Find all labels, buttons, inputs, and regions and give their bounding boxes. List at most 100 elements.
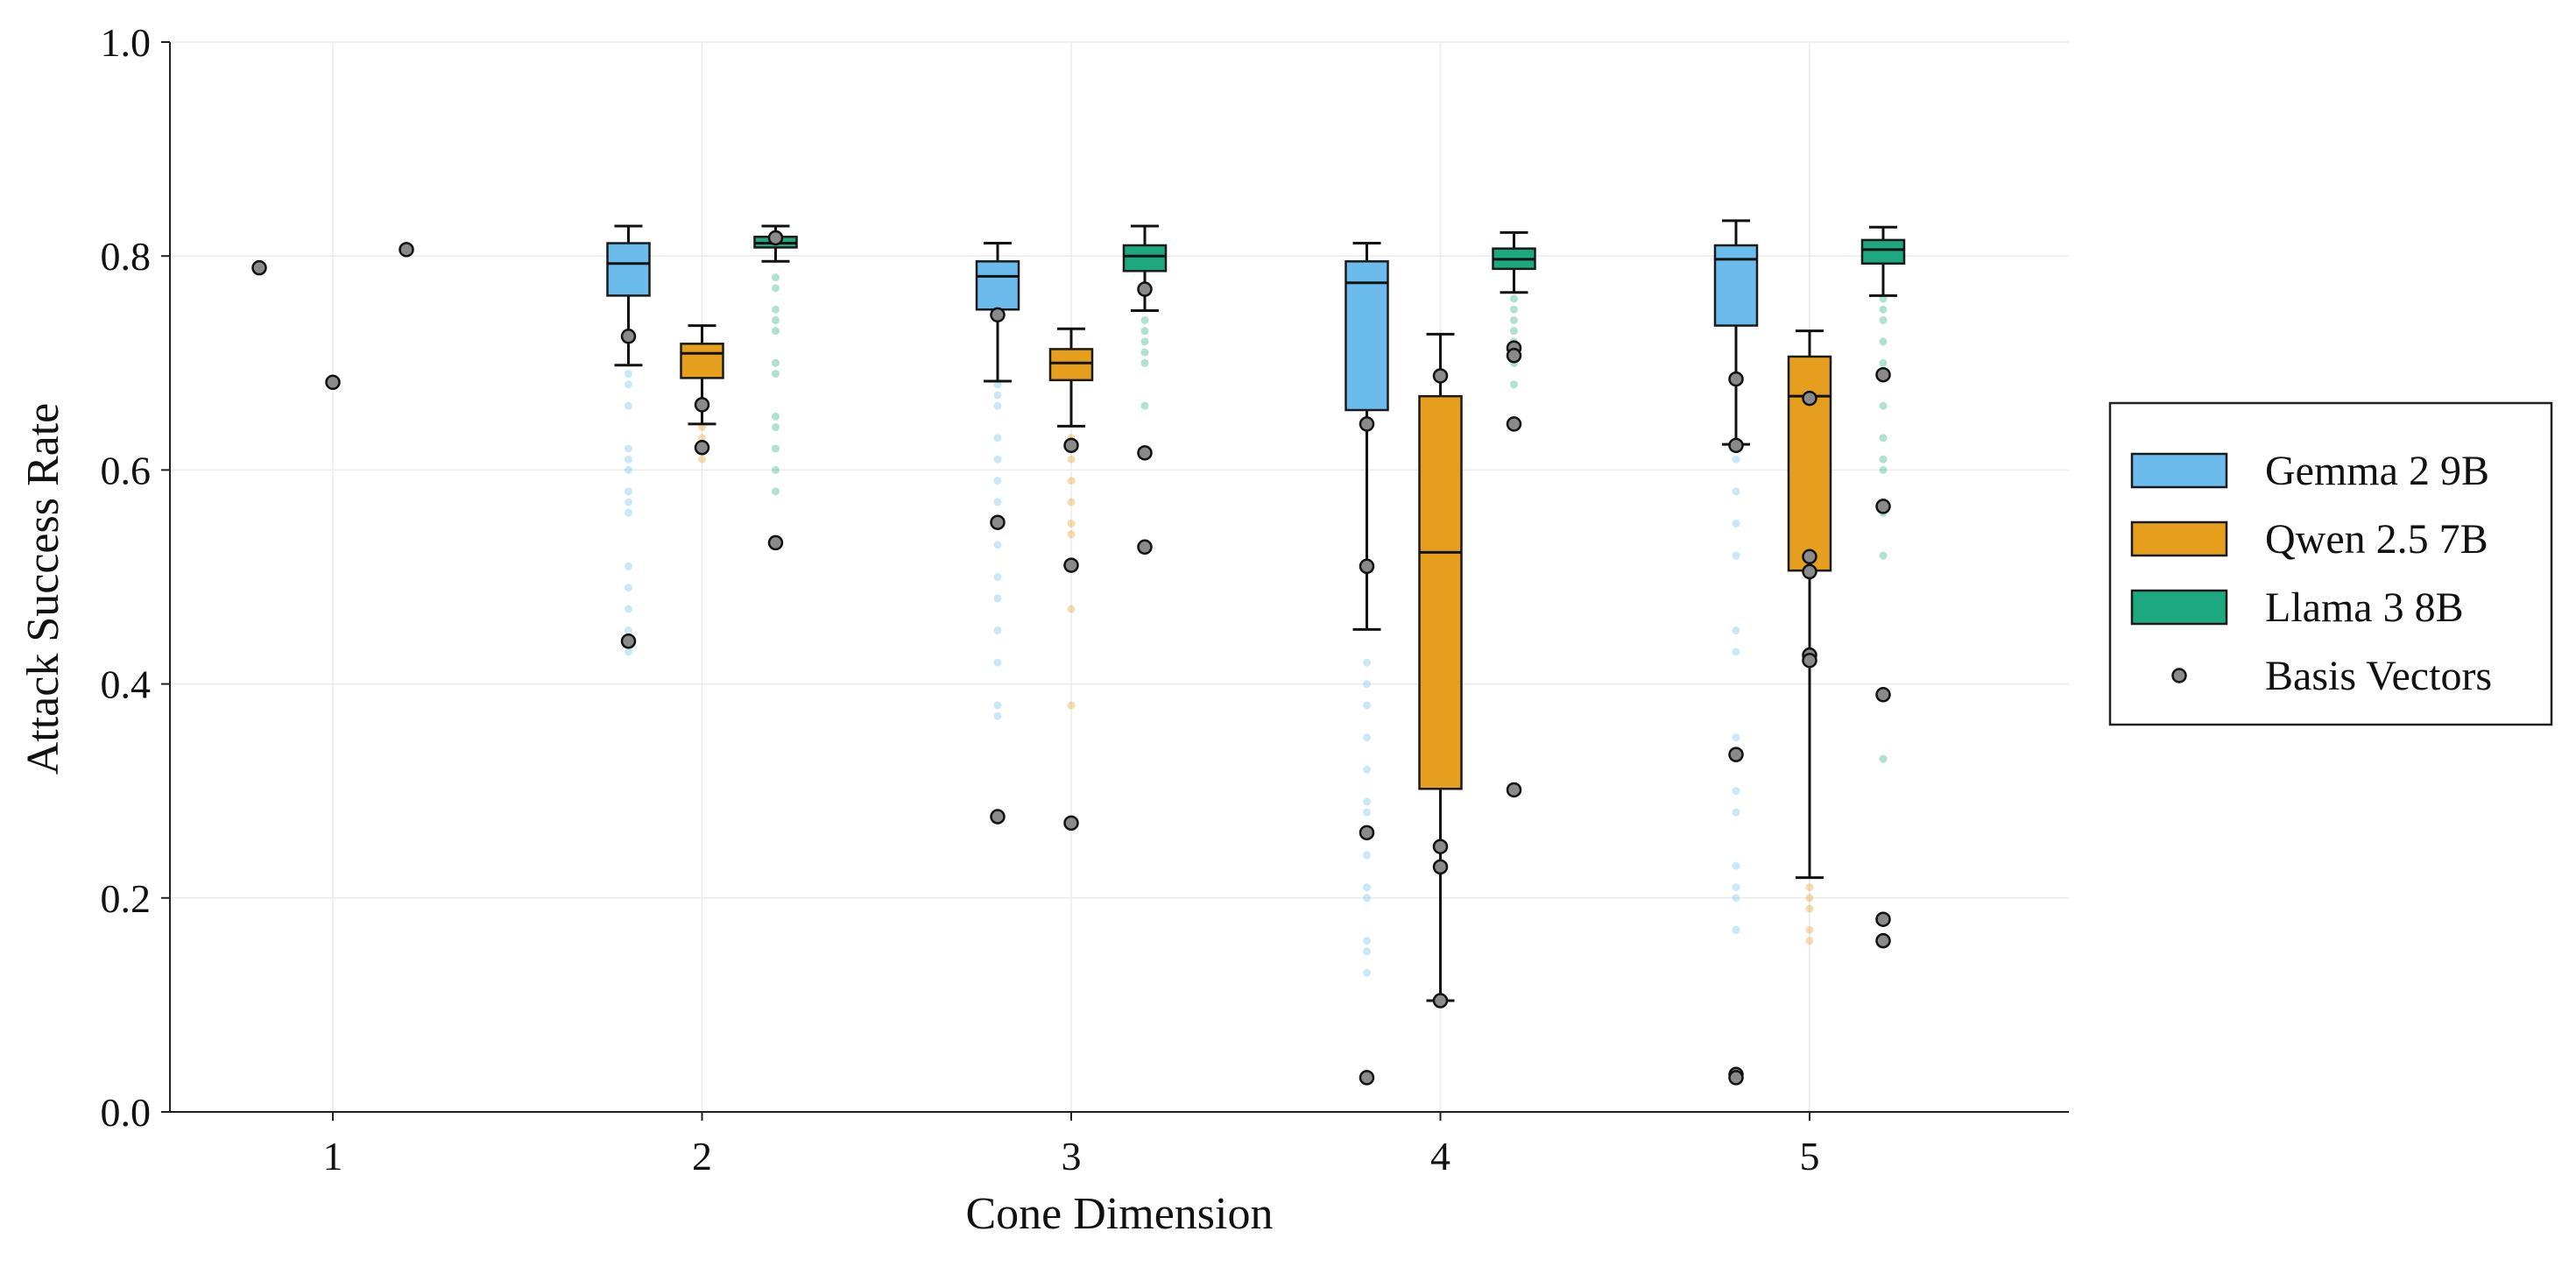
outlier-point xyxy=(1805,883,1814,892)
legend-swatch xyxy=(2130,589,2228,626)
basis-vector-point xyxy=(1359,416,1375,432)
outlier-point xyxy=(625,465,632,474)
outlier-point xyxy=(1363,733,1371,742)
outlier-point xyxy=(1879,551,1888,560)
outlier-point xyxy=(625,498,632,506)
basis-vector-point xyxy=(767,534,784,551)
outlier-point xyxy=(1510,294,1518,303)
outlier-point xyxy=(1363,680,1371,689)
outlier-point xyxy=(698,455,706,464)
legend-marker xyxy=(2171,668,2187,683)
basis-vector-point xyxy=(1359,1070,1375,1086)
outlier-point xyxy=(1805,937,1814,945)
outlier-point xyxy=(1067,477,1076,485)
box-iqr xyxy=(1418,394,1463,790)
outlier-point xyxy=(1805,925,1814,934)
outlier-point xyxy=(625,626,632,635)
outlier-point xyxy=(1510,315,1518,324)
tick-labels: 0.0 0.2 0.4 0.6 0.8 1.0 1 2 3 4 5 xyxy=(101,20,1820,1179)
outlier-point xyxy=(993,498,1002,506)
outlier-point xyxy=(1732,787,1740,796)
legend-label: Gemma 2 9B xyxy=(2265,448,2489,494)
basis-vector-point xyxy=(1875,499,1891,514)
basis-vector-point xyxy=(1506,348,1522,364)
legend-label: Qwen 2.5 7B xyxy=(2265,516,2488,563)
basis-vector-point xyxy=(1137,281,1153,297)
y-axis-title: Attack Success Rate xyxy=(18,403,68,775)
x-tick-label: 2 xyxy=(692,1134,712,1179)
basis-vector-point xyxy=(990,307,1006,323)
y-tick-label: 0.0 xyxy=(101,1090,152,1135)
basis-vector-point xyxy=(694,440,710,456)
outlier-point xyxy=(993,658,1002,667)
outlier-point xyxy=(993,434,1002,442)
outlier-point xyxy=(625,370,632,379)
outlier-point xyxy=(993,391,1002,400)
outlier-point xyxy=(772,273,780,282)
basis-vector-point xyxy=(1875,911,1891,927)
outlier-point xyxy=(625,455,632,464)
outlier-point xyxy=(1510,380,1518,389)
y-tick-label: 0.4 xyxy=(101,662,152,707)
outlier-point xyxy=(1879,401,1888,410)
outlier-point xyxy=(625,584,632,592)
outlier-point xyxy=(772,358,780,367)
outlier-point xyxy=(1732,861,1740,870)
box-iqr xyxy=(1860,238,1906,265)
outlier-point xyxy=(1067,498,1076,506)
basis-vector-point xyxy=(1875,366,1891,383)
legend: Gemma 2 9B Qwen 2.5 7B Llama 3 8B Basis Vec… xyxy=(2108,401,2553,726)
box-iqr xyxy=(1713,244,1759,327)
outlier-point xyxy=(993,711,1002,720)
basis-vector-point xyxy=(990,809,1006,825)
x-tick-label: 4 xyxy=(1430,1134,1450,1179)
y-tick-label: 0.8 xyxy=(101,234,152,279)
outlier-point xyxy=(1879,315,1888,324)
outlier-point xyxy=(1510,305,1518,314)
outlier-point xyxy=(1879,465,1888,474)
outlier-point xyxy=(1732,733,1740,742)
outlier-point xyxy=(625,508,632,517)
basis-vector-point xyxy=(251,259,267,276)
outlier-point xyxy=(772,487,780,496)
basis-vector-point xyxy=(1137,445,1153,461)
outlier-point xyxy=(1879,434,1888,442)
box-iqr xyxy=(606,242,651,297)
outlier-point xyxy=(993,455,1002,464)
basis-vector-point xyxy=(1875,932,1891,949)
outlier-point xyxy=(1732,519,1740,527)
outlier-point xyxy=(1363,883,1371,892)
basis-vector-point xyxy=(620,634,637,649)
outlier-point xyxy=(1732,883,1740,892)
outlier-point xyxy=(1363,947,1371,956)
outlier-point xyxy=(772,305,780,314)
basis-vector-point xyxy=(1063,557,1079,573)
x-tick-label: 5 xyxy=(1800,1134,1820,1179)
outlier-point xyxy=(625,648,632,656)
legend-label: Basis Vectors xyxy=(2265,653,2492,699)
outlier-point xyxy=(1879,305,1888,314)
outlier-point xyxy=(1067,701,1076,710)
outlier-point xyxy=(1732,894,1740,902)
outlier-point xyxy=(1140,327,1149,336)
basis-vector-point xyxy=(1359,558,1375,575)
outlier-point xyxy=(772,327,780,336)
legend-swatch xyxy=(2130,520,2228,557)
basis-vector-point xyxy=(1728,747,1744,762)
outlier-point xyxy=(993,401,1002,410)
outlier-point xyxy=(1363,765,1371,774)
outlier-point xyxy=(1732,487,1740,496)
outlier-point xyxy=(993,594,1002,603)
outlier-point xyxy=(1363,658,1371,667)
basis-vector-point xyxy=(325,374,341,391)
outlier-point xyxy=(772,315,780,324)
outlier-point xyxy=(772,412,780,421)
basis-vector-point xyxy=(1506,416,1522,432)
outlier-point xyxy=(1067,519,1076,527)
outlier-point xyxy=(625,487,632,496)
outlier-point xyxy=(1140,358,1149,367)
box-iqr xyxy=(1122,244,1168,273)
outlier-point xyxy=(993,626,1002,635)
outlier-point xyxy=(993,701,1002,710)
